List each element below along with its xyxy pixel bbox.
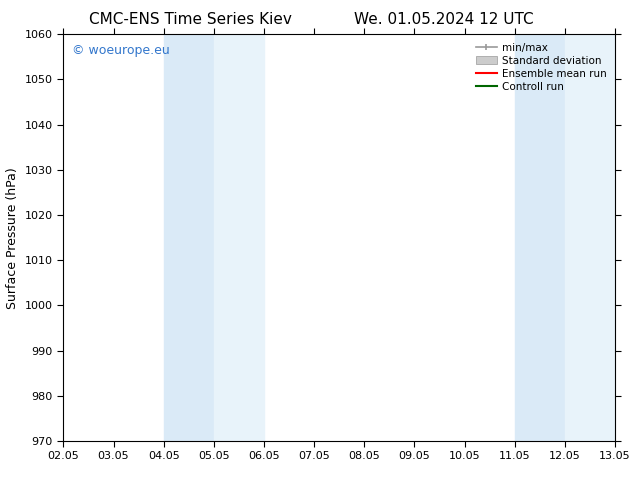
Bar <box>164 34 214 441</box>
Text: CMC-ENS Time Series Kiev: CMC-ENS Time Series Kiev <box>89 12 292 27</box>
Bar <box>515 34 565 441</box>
Text: © woeurope.eu: © woeurope.eu <box>72 45 169 57</box>
Legend: min/max, Standard deviation, Ensemble mean run, Controll run: min/max, Standard deviation, Ensemble me… <box>473 40 610 95</box>
Bar <box>214 34 264 441</box>
Text: We. 01.05.2024 12 UTC: We. 01.05.2024 12 UTC <box>354 12 534 27</box>
Bar <box>565 34 615 441</box>
Y-axis label: Surface Pressure (hPa): Surface Pressure (hPa) <box>6 167 19 309</box>
